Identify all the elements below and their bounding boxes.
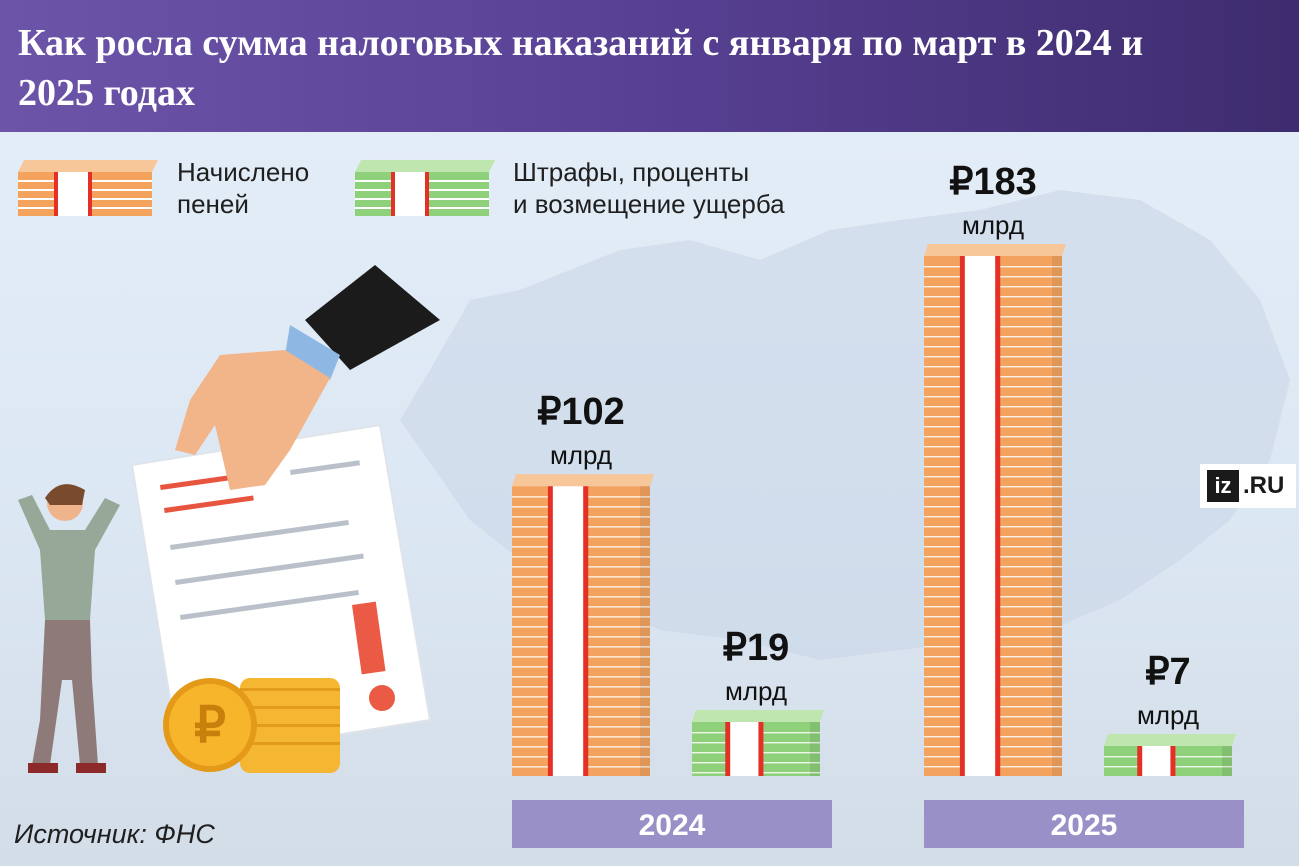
category-label-2024: 2024 xyxy=(639,809,706,842)
category-band-2025 xyxy=(924,800,1244,848)
category-band-2024 xyxy=(512,800,832,848)
bar-fines-2024 xyxy=(692,710,824,776)
value-label-penalties-2025: ₽183 xyxy=(949,161,1037,203)
legend-item-fines: Штрафы, проценты и возмещение ущерба xyxy=(513,156,785,220)
brand-logo: iz .RU xyxy=(1200,464,1296,508)
bar-penalties-2025 xyxy=(924,244,1066,776)
source-note: Источник: ФНС xyxy=(14,819,215,849)
category-label-2025: 2025 xyxy=(1051,809,1118,842)
legend-fines-line-1: Штрафы, проценты xyxy=(513,157,750,187)
value-unit-penalties-2024: млрд xyxy=(550,440,612,470)
legend-swatch-fines xyxy=(355,160,495,216)
ruble-coins-icon: ₽ xyxy=(163,678,340,773)
chart-title: Как росла сумма налоговых наказаний с ян… xyxy=(18,22,1144,114)
value-unit-fines-2025: млрд xyxy=(1137,700,1199,730)
legend-penalties-line-2: пеней xyxy=(177,189,249,219)
legend-item-penalties: Начислено пеней xyxy=(177,156,309,220)
value-label-fines-2025: ₽7 xyxy=(1145,651,1190,693)
legend-penalties-line-1: Начислено xyxy=(177,157,310,187)
header-banner: Как росла сумма налоговых наказаний с ян… xyxy=(0,0,1299,132)
value-unit-penalties-2025: млрд xyxy=(962,210,1024,240)
value-label-penalties-2024: ₽102 xyxy=(537,391,625,433)
svg-text:₽: ₽ xyxy=(194,697,226,753)
worried-person-icon xyxy=(18,484,120,773)
bar-fines-2025 xyxy=(1104,734,1236,776)
brand-logo-text: .RU xyxy=(1243,472,1285,499)
bar-penalties-2024 xyxy=(512,474,654,776)
value-unit-fines-2024: млрд xyxy=(725,676,787,706)
illustration-hand-document-coins: ₽ xyxy=(18,265,440,773)
value-label-fines-2024: ₽19 xyxy=(723,627,789,669)
legend-swatch-penalties xyxy=(18,160,158,216)
brand-logo-mark: iz xyxy=(1207,470,1239,502)
document-icon xyxy=(130,423,432,762)
legend-fines-line-2: и возмещение ущерба xyxy=(513,189,785,219)
hand-icon xyxy=(175,265,440,490)
